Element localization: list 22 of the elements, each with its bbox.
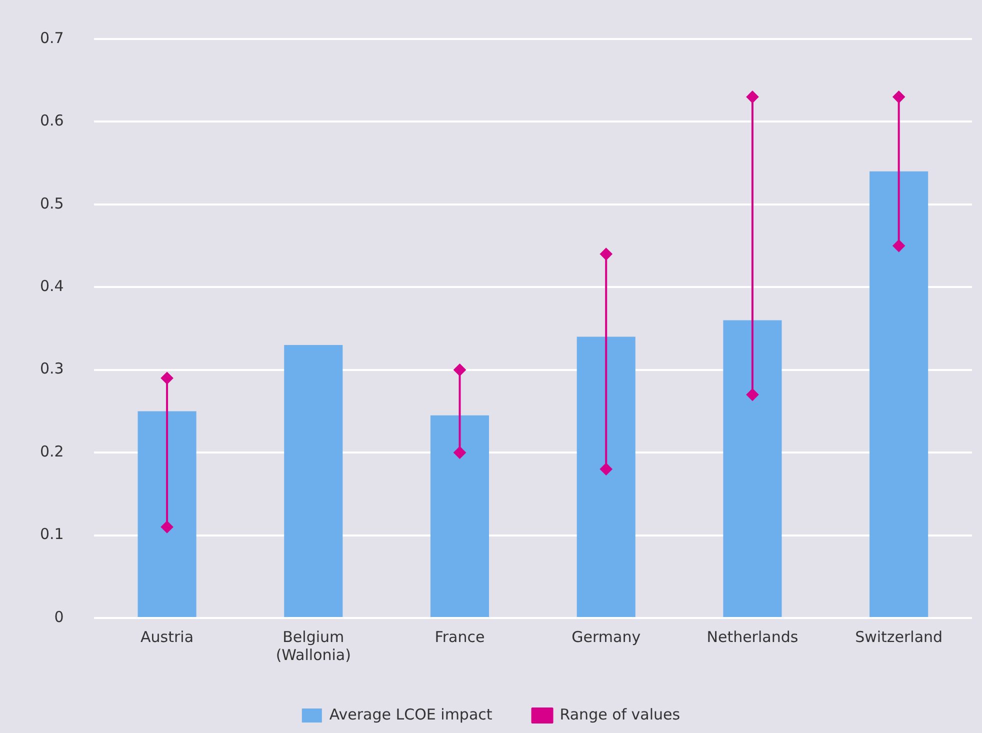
legend-label: Range of values [560, 705, 680, 724]
legend-label: Average LCOE impact [329, 705, 492, 724]
y-tick-label: 0.7 [40, 28, 64, 47]
bar [723, 320, 782, 617]
bar [576, 336, 636, 617]
bar [870, 171, 928, 617]
bar [284, 345, 343, 617]
y-tick-label: 0.3 [40, 360, 64, 378]
bar [138, 411, 196, 617]
y-tick-label: 0.4 [40, 277, 64, 296]
x-tick-label: Netherlands [706, 628, 798, 646]
x-tick-label: Germany [572, 628, 641, 646]
y-tick-label: 0 [54, 608, 64, 626]
y-tick-label: 0.2 [40, 442, 64, 460]
y-tick-label: 0.6 [40, 112, 64, 130]
x-tick-label: Switzerland [855, 628, 943, 646]
bar [430, 415, 490, 617]
y-tick-label: 0.5 [40, 194, 64, 212]
x-tick-label: Austria [140, 628, 194, 646]
y-tick-label: 0.1 [40, 525, 64, 544]
x-tick-label: France [434, 628, 485, 646]
x-tick-label: Belgium (Wallonia) [276, 628, 351, 664]
